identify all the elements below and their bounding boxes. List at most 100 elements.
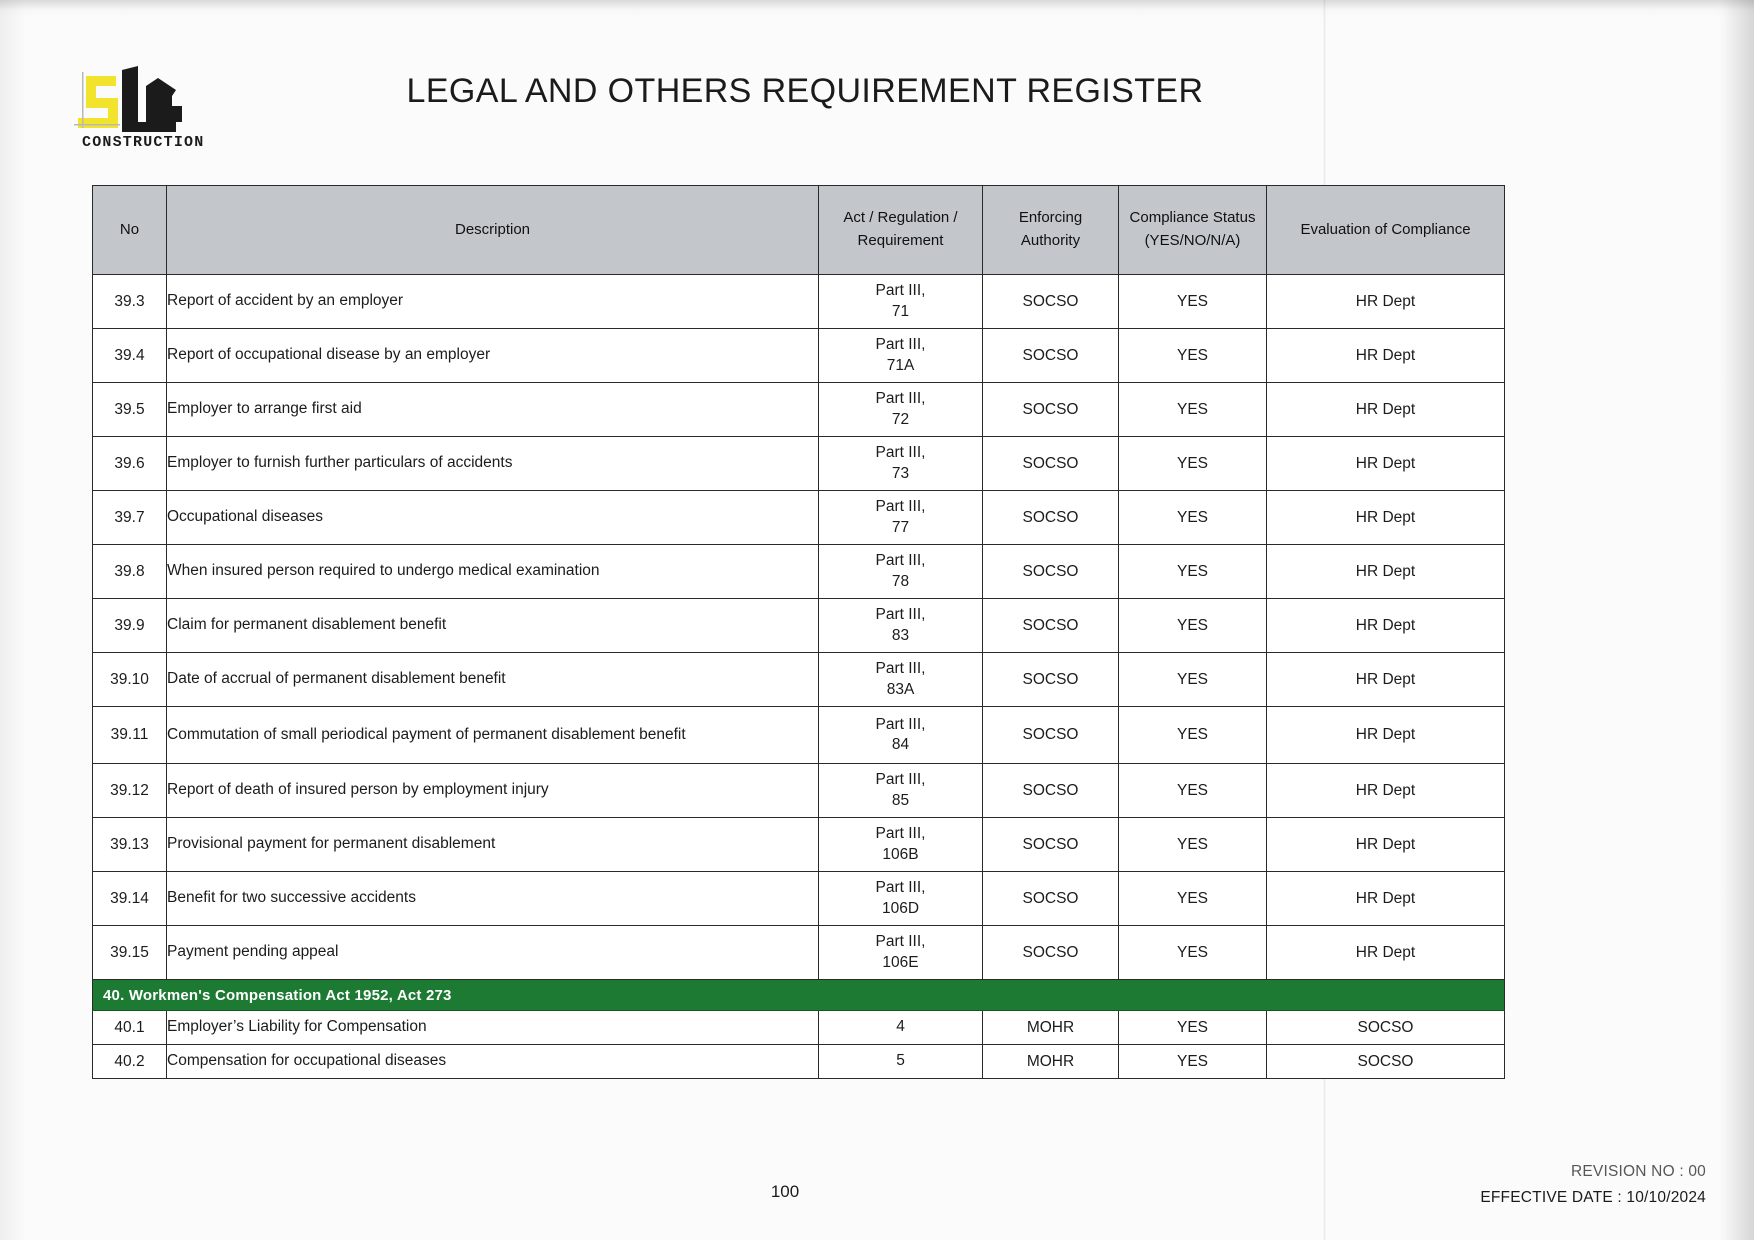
- revision-number: REVISION NO : 00: [1571, 1163, 1706, 1180]
- cell-no: 40.2: [92, 1044, 167, 1079]
- cell-evaluation-of-compliance: HR Dept: [1266, 382, 1505, 437]
- cell-description: Occupational diseases: [166, 490, 819, 545]
- cell-act-line2: 83: [891, 626, 910, 644]
- table-row: 39.4 Report of occupational disease by an…: [92, 328, 1505, 383]
- cell-act-regulation: Part III, 83: [818, 598, 983, 653]
- table-row: 39.12 Report of death of insured person b…: [92, 763, 1505, 818]
- column-header-act-line1: Act / Regulation /: [843, 209, 958, 227]
- cell-act-regulation: Part III, 71A: [818, 328, 983, 383]
- cell-compliance-status: YES: [1118, 544, 1267, 599]
- cell-description: When insured person required to undergo …: [166, 544, 819, 599]
- logo-wordmark: CONSTRUCTION: [82, 134, 204, 151]
- cell-no: 39.13: [92, 817, 167, 872]
- cell-evaluation-of-compliance: HR Dept: [1266, 274, 1505, 329]
- cell-compliance-status: YES: [1118, 274, 1267, 329]
- cell-no: 39.14: [92, 871, 167, 926]
- table-row: 39.5 Employer to arrange first aid Part II…: [92, 382, 1505, 437]
- cell-evaluation-of-compliance: HR Dept: [1266, 544, 1505, 599]
- cell-no: 39.4: [92, 328, 167, 383]
- table-row: 39.3 Report of accident by an employer Par…: [92, 274, 1505, 329]
- cell-enforcing-authority: SOCSO: [982, 490, 1119, 545]
- column-header-description: Description: [166, 185, 819, 275]
- cell-compliance-status: YES: [1118, 652, 1267, 707]
- cell-compliance-status: YES: [1118, 382, 1267, 437]
- column-header-status-line2: (YES/NO/N/A): [1144, 232, 1241, 249]
- cell-description: Commutation of small periodical payment …: [166, 706, 819, 764]
- table-body: 39.3 Report of accident by an employer Par…: [92, 274, 1505, 1079]
- cell-enforcing-authority: SOCSO: [982, 817, 1119, 872]
- cell-description: Report of death of insured person by emp…: [166, 763, 819, 818]
- table-row: 39.10 Date of accrual of permanent disabl…: [92, 652, 1505, 707]
- legal-requirement-register-table: No Description Act / Regulation / Requir…: [92, 185, 1505, 1079]
- cell-description: Employer’s Liability for Compensation: [166, 1010, 819, 1045]
- cell-compliance-status: YES: [1118, 1010, 1267, 1045]
- cell-evaluation-of-compliance: HR Dept: [1266, 817, 1505, 872]
- cell-description: Employer to furnish further particulars …: [166, 436, 819, 491]
- cell-evaluation-of-compliance: HR Dept: [1266, 763, 1505, 818]
- cell-enforcing-authority: SOCSO: [982, 274, 1119, 329]
- cell-enforcing-authority: SOCSO: [982, 871, 1119, 926]
- cell-act-line2: 71: [891, 302, 910, 320]
- cell-act-regulation: Part III, 85: [818, 763, 983, 818]
- cell-evaluation-of-compliance: HR Dept: [1266, 706, 1505, 764]
- cell-enforcing-authority: SOCSO: [982, 382, 1119, 437]
- cell-no: 39.11: [92, 706, 167, 764]
- table-row: 39.9 Claim for permanent disablement bene…: [92, 598, 1505, 653]
- table-row: 39.7 Occupational diseases Part III, 77 SOCS…: [92, 490, 1505, 545]
- cell-enforcing-authority: MOHR: [982, 1044, 1119, 1079]
- cell-enforcing-authority: SOCSO: [982, 706, 1119, 764]
- section-header-label: 40. Workmen's Compensation Act 1952, Act…: [92, 979, 1505, 1011]
- cell-act-line2: 85: [891, 791, 910, 809]
- cell-evaluation-of-compliance: SOCSO: [1266, 1010, 1505, 1045]
- cell-act-line1: 5: [896, 1052, 905, 1070]
- table-header-row: No Description Act / Regulation / Requir…: [92, 185, 1505, 275]
- cell-description: Provisional payment for permanent disabl…: [166, 817, 819, 872]
- cell-act-line2: 106D: [881, 899, 920, 917]
- cell-act-regulation: Part III, 77: [818, 490, 983, 545]
- cell-description: Report of accident by an employer: [166, 274, 819, 329]
- cell-act-line1: Part III,: [875, 606, 926, 624]
- column-header-authority-line2: Authority: [1020, 232, 1081, 249]
- cell-act-line1: Part III,: [875, 498, 926, 516]
- cell-description: Date of accrual of permanent disablement…: [166, 652, 819, 707]
- cell-act-line2: 72: [891, 410, 910, 428]
- cell-enforcing-authority: SOCSO: [982, 328, 1119, 383]
- cell-act-regulation: Part III, 72: [818, 382, 983, 437]
- cell-act-line1: Part III,: [875, 336, 926, 354]
- slg-construction-logo: CONSTRUCTION: [72, 60, 237, 152]
- cell-compliance-status: YES: [1118, 706, 1267, 764]
- cell-act-regulation: Part III, 71: [818, 274, 983, 329]
- cell-evaluation-of-compliance: HR Dept: [1266, 328, 1505, 383]
- column-header-evaluation-label: Evaluation of Compliance: [1300, 220, 1471, 238]
- cell-compliance-status: YES: [1118, 871, 1267, 926]
- cell-act-line2: 78: [891, 572, 910, 590]
- cell-act-line1: Part III,: [875, 825, 926, 843]
- cell-act-line2: 83A: [886, 680, 915, 698]
- cell-description: Claim for permanent disablement benefit: [166, 598, 819, 653]
- cell-evaluation-of-compliance: HR Dept: [1266, 436, 1505, 491]
- cell-act-line1: Part III,: [875, 771, 926, 789]
- column-header-evaluation: Evaluation of Compliance: [1266, 185, 1505, 275]
- cell-act-regulation: Part III, 84: [818, 706, 983, 764]
- cell-no: 39.8: [92, 544, 167, 599]
- page-number: 100: [770, 1182, 800, 1201]
- cell-compliance-status: YES: [1118, 328, 1267, 383]
- cell-act-line2: 106E: [882, 953, 919, 971]
- cell-enforcing-authority: SOCSO: [982, 652, 1119, 707]
- cell-compliance-status: YES: [1118, 436, 1267, 491]
- column-header-no: No: [92, 185, 167, 275]
- cell-act-line2: 84: [891, 736, 910, 753]
- cell-compliance-status: YES: [1118, 598, 1267, 653]
- page-title: LEGAL AND OTHERS REQUIREMENT REGISTER: [406, 72, 1204, 110]
- cell-no: 39.12: [92, 763, 167, 818]
- table-row: 39.11 Commutation of small periodical pay…: [92, 706, 1505, 764]
- cell-act-line1: Part III,: [875, 933, 926, 951]
- table-row: 39.15 Payment pending appeal Part III, 106E…: [92, 925, 1505, 980]
- cell-enforcing-authority: MOHR: [982, 1010, 1119, 1045]
- column-header-authority: Enforcing Authority: [982, 185, 1119, 275]
- cell-evaluation-of-compliance: HR Dept: [1266, 871, 1505, 926]
- table-row: 39.14 Benefit for two successive accident…: [92, 871, 1505, 926]
- cell-act-line1: Part III,: [875, 879, 926, 897]
- cell-act-line2: 71A: [886, 356, 915, 374]
- cell-no: 40.1: [92, 1010, 167, 1045]
